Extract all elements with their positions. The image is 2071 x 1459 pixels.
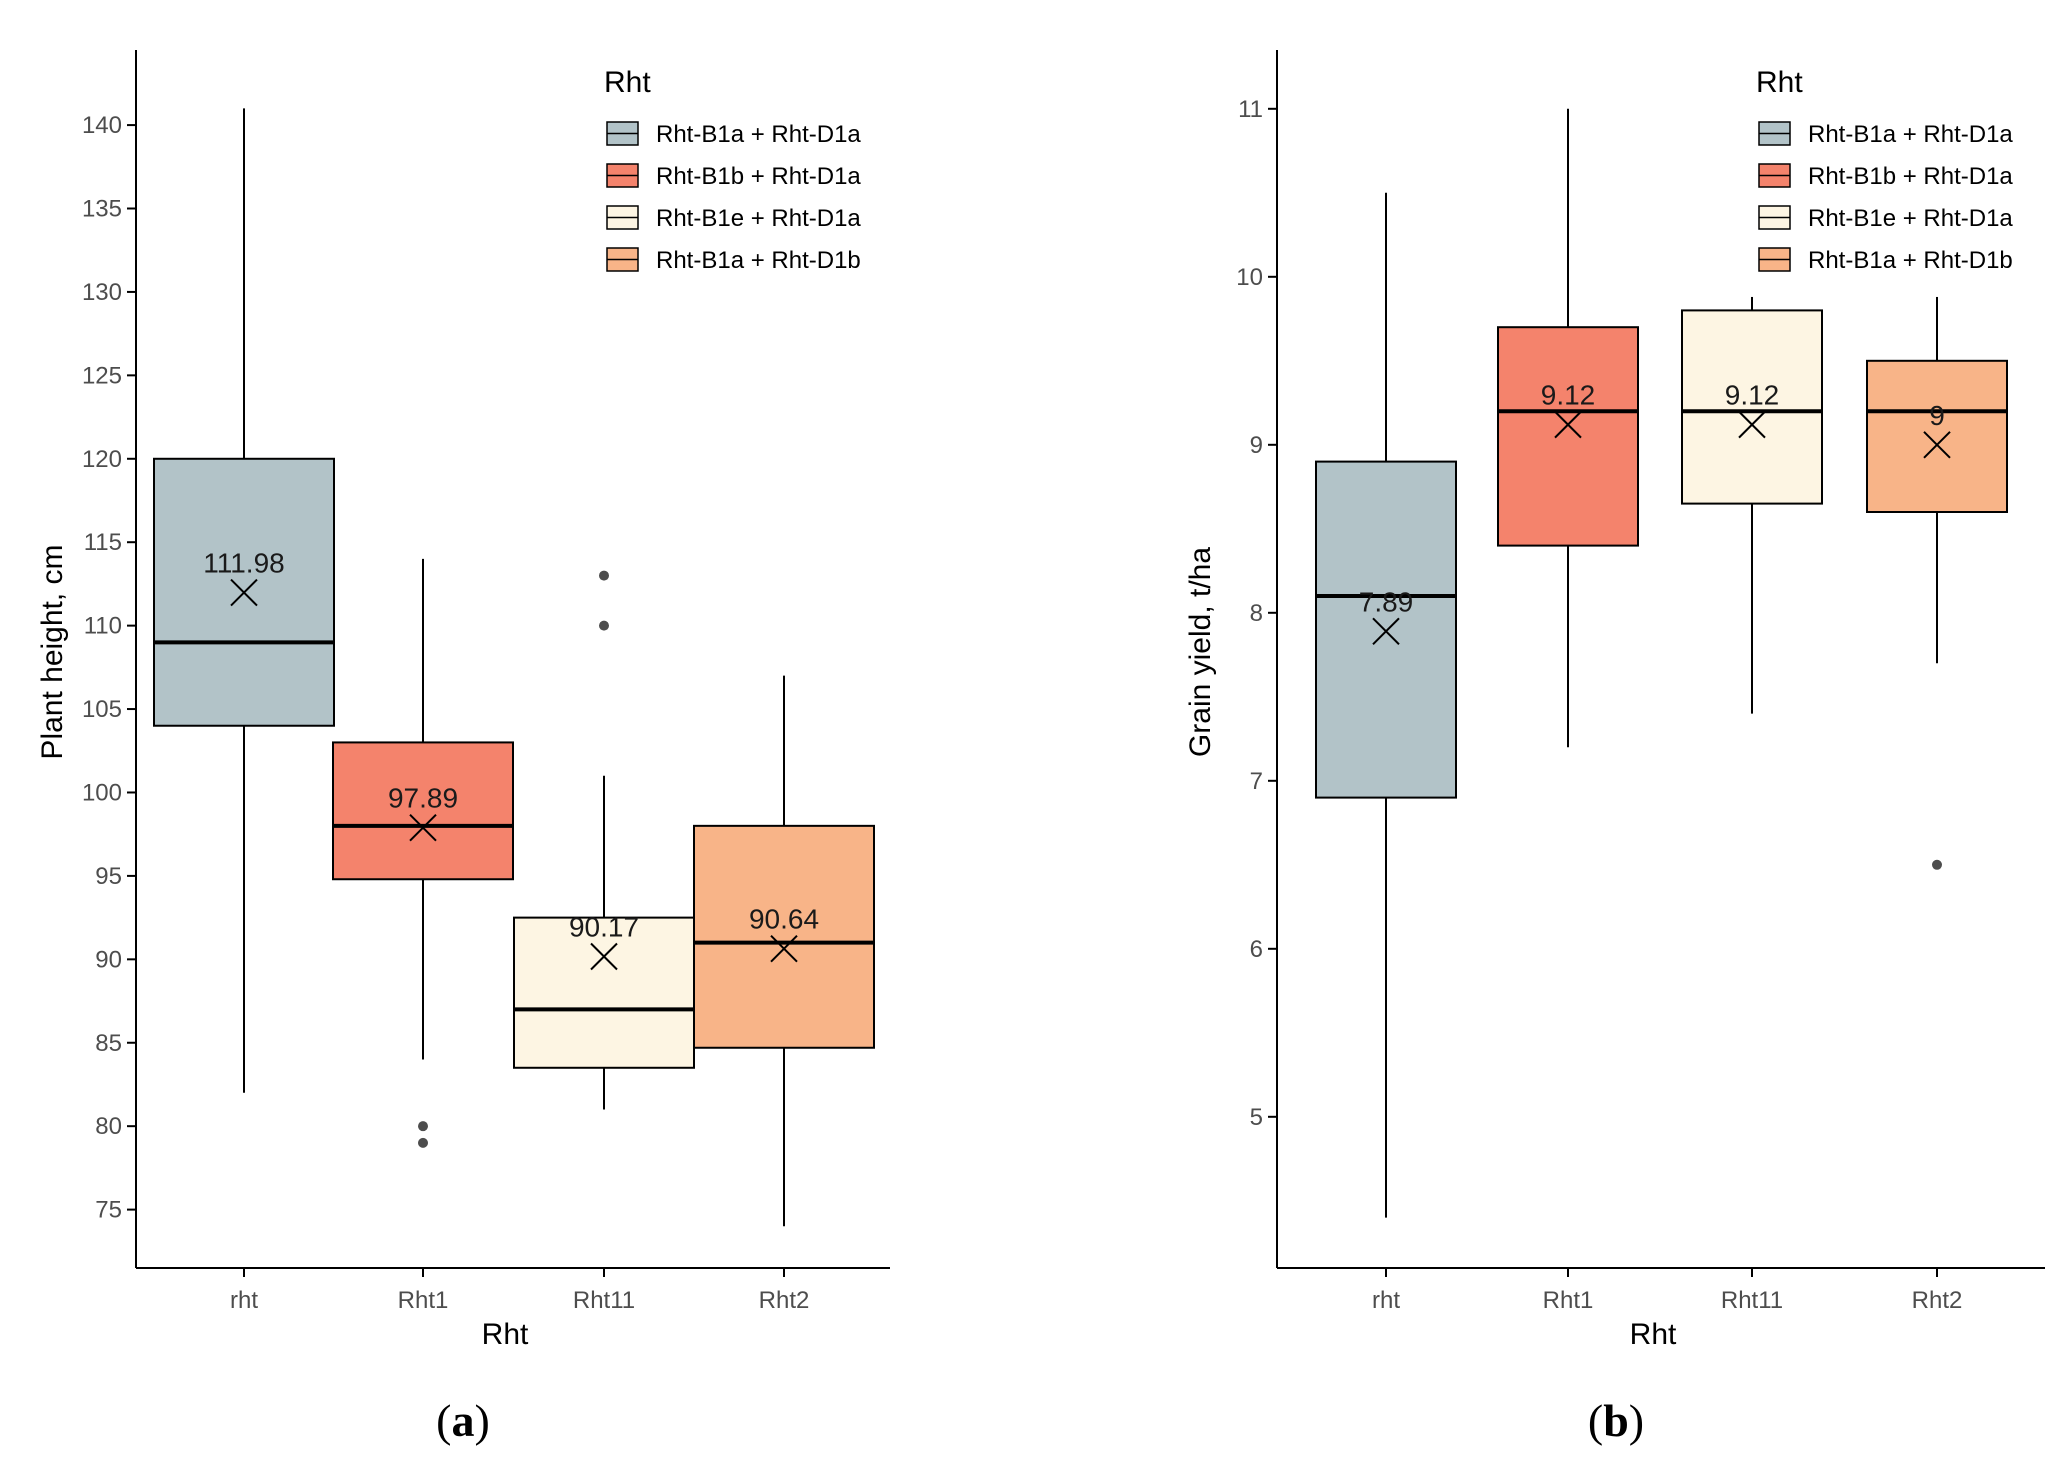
mean-marker — [230, 578, 258, 607]
outlier-point — [1932, 859, 1942, 870]
mean-marker — [1738, 410, 1766, 439]
outlier-point — [599, 620, 609, 631]
y-tick-label: 125 — [82, 362, 122, 389]
legend-entry: Rht-B1e + Rht-D1a — [606, 205, 861, 232]
panel-a-plant-height: 75 80 85 90 95 100 105 110 115 120 125 130 135 140 111… — [36, 50, 890, 1351]
legend-entry: Rht-B1b + Rht-D1a — [606, 163, 861, 190]
outlier-point — [418, 1121, 428, 1132]
y-tick-label: 75 — [95, 1197, 122, 1224]
y-tick-label: 140 — [82, 112, 122, 139]
x-tick-label: Rht1 — [1543, 1287, 1594, 1314]
legend-title: Rht — [604, 66, 651, 99]
y-tick-label: 90 — [95, 946, 122, 973]
box-Rht2: 90.64 — [693, 675, 875, 1227]
mean-label: 90.64 — [749, 904, 819, 935]
panel-b-grain-yield: 5 6 7 8 9 10 11 7.89 rht 9.12 Rht1 9.12 Rht11 9 Rht2 Rh… — [1184, 50, 2045, 1351]
y-tick-label: 110 — [84, 613, 122, 640]
legend-entry: Rht-B1a + Rht-D1b — [606, 247, 861, 274]
mean-label: 9.12 — [1725, 380, 1780, 411]
mean-marker — [590, 942, 618, 971]
box-Rht11: 90.17 — [513, 570, 695, 1110]
box-Rht11: 9.12 — [1681, 296, 1823, 714]
box-body — [693, 824, 875, 1049]
mean-label: 9 — [1929, 400, 1945, 431]
legend-label: Rht-B1e + Rht-D1a — [656, 205, 861, 232]
y-tick-label: 130 — [82, 279, 122, 306]
box-body — [1315, 460, 1457, 799]
mean-label: 111.98 — [203, 548, 284, 579]
legend-title: Rht — [1756, 66, 1803, 99]
y-tick-label: 11 — [1238, 96, 1263, 123]
y-tick-label: 9 — [1250, 432, 1263, 459]
box-body — [513, 916, 695, 1069]
box-body — [1681, 309, 1823, 505]
box-body — [1497, 326, 1639, 547]
mean-marker — [1923, 431, 1951, 459]
y-axis-title: Plant height, cm — [36, 544, 69, 759]
legend-label: Rht-B1e + Rht-D1a — [1808, 205, 2013, 232]
y-tick-label: 100 — [82, 779, 122, 806]
outlier-point — [418, 1137, 428, 1148]
legend-label: Rht-B1a + Rht-D1a — [1808, 121, 2013, 148]
x-tick-label: Rht11 — [573, 1287, 635, 1314]
y-axis-title: Grain yield, t/ha — [1184, 547, 1217, 757]
box-Rht1: 9.12 — [1497, 108, 1639, 748]
box-body — [332, 741, 514, 881]
y-tick-label: 5 — [1250, 1104, 1263, 1131]
legend-entry: Rht-B1a + Rht-D1b — [1758, 247, 2013, 274]
x-tick-label: Rht2 — [759, 1287, 810, 1314]
y-tick-label: 85 — [95, 1030, 122, 1057]
mean-label: 97.89 — [388, 783, 458, 814]
x-axis-title: Rht — [482, 1318, 529, 1351]
y-tick-label: 7 — [1250, 768, 1263, 795]
mean-label: 7.89 — [1359, 586, 1414, 617]
y-tick-label: 135 — [82, 196, 122, 223]
legend-label: Rht-B1a + Rht-D1b — [656, 247, 861, 274]
y-tick-label: 10 — [1236, 264, 1263, 291]
box-body — [1866, 359, 2008, 513]
caption-a: (a) — [436, 1395, 490, 1446]
mean-marker — [1554, 410, 1582, 439]
mean-label: 9.12 — [1541, 380, 1596, 411]
legend-entry: Rht-B1b + Rht-D1a — [1758, 163, 2013, 190]
legend-label: Rht-B1a + Rht-D1b — [1808, 247, 2013, 274]
x-tick-label: Rht1 — [398, 1287, 449, 1314]
x-tick-label: Rht11 — [1721, 1287, 1783, 1314]
legend-label: Rht-B1b + Rht-D1a — [1808, 163, 2013, 190]
y-tick-label: 115 — [84, 529, 122, 556]
x-tick-label: Rht2 — [1912, 1287, 1963, 1314]
y-tick-label: 120 — [82, 446, 122, 473]
y-tick-label: 80 — [95, 1113, 122, 1140]
legend-label: Rht-B1a + Rht-D1a — [656, 121, 861, 148]
mean-marker — [1372, 617, 1400, 645]
outlier-point — [599, 570, 609, 581]
mean-marker — [770, 934, 798, 963]
box-Rht1: 97.89 — [332, 558, 514, 1148]
caption-b: (b) — [1588, 1395, 1644, 1446]
legend-label: Rht-B1b + Rht-D1a — [656, 163, 861, 190]
x-axis-title: Rht — [1630, 1318, 1677, 1351]
mean-label: 90.17 — [569, 911, 639, 942]
x-tick-label: rht — [1372, 1287, 1400, 1314]
y-tick-label: 105 — [82, 696, 122, 723]
legend-entry: Rht-B1a + Rht-D1a — [606, 121, 861, 148]
box-Rht2: 9 — [1866, 296, 2008, 870]
legend-entry: Rht-B1e + Rht-D1a — [1758, 205, 2013, 232]
y-tick-label: 6 — [1250, 936, 1263, 963]
mean-marker — [409, 813, 437, 842]
box-rht: 7.89 — [1315, 192, 1457, 1218]
box-rht: 111.98 — [153, 108, 335, 1093]
y-tick-label: 8 — [1250, 600, 1263, 627]
y-tick-label: 95 — [95, 863, 122, 890]
x-tick-label: rht — [230, 1287, 258, 1314]
legend-entry: Rht-B1a + Rht-D1a — [1758, 121, 2013, 148]
